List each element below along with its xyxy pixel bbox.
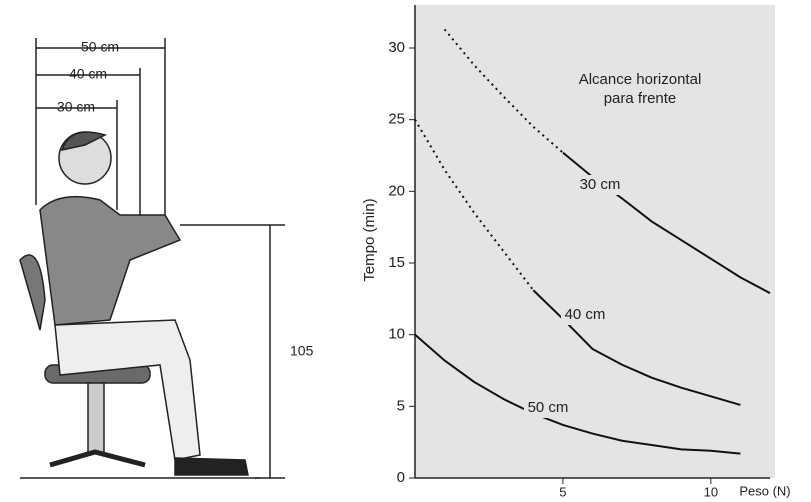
y-tick-label: 25 (388, 111, 405, 128)
dim-label: 30 cm (57, 99, 95, 115)
height-label: 105 (290, 343, 314, 359)
curve-label: 50 cm (528, 399, 569, 416)
torso (40, 197, 180, 325)
y-tick-label: 15 (388, 254, 405, 271)
chair-back (20, 255, 45, 330)
chair-post (88, 383, 104, 453)
y-tick-label: 20 (388, 182, 405, 199)
y-tick-label: 5 (397, 397, 405, 414)
y-tick-label: 0 (397, 469, 405, 486)
annotation: Alcance horizontal (579, 71, 702, 88)
y-axis-label: Tempo (min) (361, 198, 378, 281)
page: 50 cm 40 cm 30 cm 105 Tempo (min) Peso (… (0, 0, 811, 502)
x-axis-label: Peso (N) (739, 483, 790, 498)
curve-label: 40 cm (565, 306, 606, 323)
y-tick-label: 10 (388, 326, 405, 343)
legs (55, 320, 200, 460)
illustration: 50 cm 40 cm 30 cm 105 (20, 38, 314, 478)
curve-label: 30 cm (580, 176, 621, 193)
y-tick-label: 30 (388, 39, 405, 56)
x-tick-label: 10 (704, 484, 718, 499)
chair-base (50, 452, 145, 465)
annotation: para frente (604, 90, 677, 107)
dim-label: 50 cm (81, 39, 119, 55)
dim-label: 40 cm (69, 66, 107, 82)
shoe (175, 458, 248, 475)
x-tick-label: 5 (559, 484, 566, 499)
